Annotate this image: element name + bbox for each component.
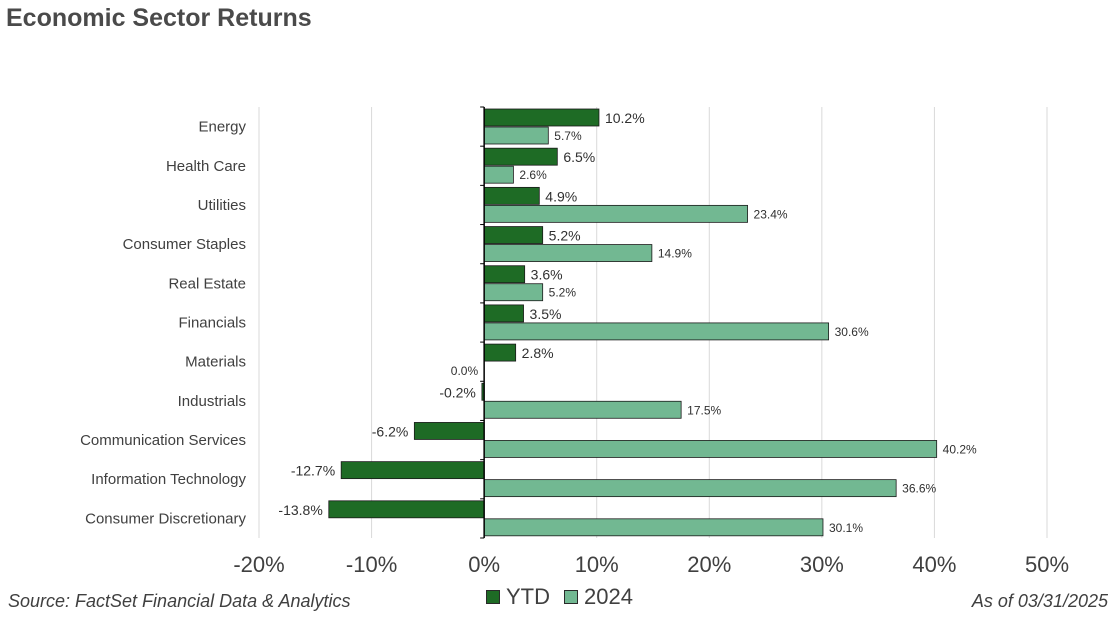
x-tick-label: 20% bbox=[687, 552, 731, 577]
bar-2024 bbox=[483, 165, 514, 184]
x-tick-label: -20% bbox=[233, 552, 284, 577]
category-label: Industrials bbox=[178, 393, 246, 410]
data-label-ytd: -6.2% bbox=[372, 423, 409, 439]
x-tick-label: 30% bbox=[800, 552, 844, 577]
legend-item-ytd: YTD bbox=[486, 584, 550, 610]
data-label-2024: 36.6% bbox=[902, 482, 936, 496]
legend-swatch-ytd bbox=[486, 590, 500, 604]
category-label: Consumer Discretionary bbox=[85, 510, 246, 527]
data-label-ytd: 2.8% bbox=[522, 345, 554, 361]
bar-ytd bbox=[483, 265, 526, 284]
data-label-2024: 2.6% bbox=[519, 168, 547, 182]
category-label: Real Estate bbox=[168, 275, 246, 292]
x-tick-label: 50% bbox=[1025, 552, 1069, 577]
category-label: Utilities bbox=[198, 197, 246, 214]
bar-2024 bbox=[483, 322, 830, 341]
x-tick-label: 10% bbox=[575, 552, 619, 577]
legend-swatch-2024 bbox=[564, 590, 578, 604]
category-label: Energy bbox=[198, 119, 246, 136]
bar-ytd bbox=[483, 304, 524, 323]
bar-2024 bbox=[483, 283, 544, 302]
category-label: Consumer Staples bbox=[123, 236, 246, 253]
data-label-ytd: -12.7% bbox=[291, 463, 335, 479]
x-tick-label: -10% bbox=[346, 552, 397, 577]
chart-title: Economic Sector Returns bbox=[6, 4, 312, 32]
data-label-2024: 0.0% bbox=[451, 364, 479, 378]
bar-ytd bbox=[483, 226, 544, 244]
category-label: Communication Services bbox=[80, 432, 246, 449]
data-label-2024: 5.2% bbox=[549, 286, 577, 300]
bar-ytd bbox=[328, 500, 485, 519]
data-label-ytd: 4.9% bbox=[545, 188, 577, 204]
bar-ytd bbox=[413, 422, 485, 440]
bar-ytd bbox=[483, 108, 600, 127]
data-label-ytd: -13.8% bbox=[278, 502, 322, 518]
bar-2024 bbox=[483, 518, 824, 537]
data-label-2024: 14.9% bbox=[658, 247, 692, 261]
bar-ytd bbox=[483, 343, 517, 362]
data-label-2024: 40.2% bbox=[943, 442, 977, 456]
bar-ytd bbox=[340, 461, 485, 480]
bar-ytd bbox=[483, 147, 558, 166]
legend-label-2024: 2024 bbox=[584, 584, 633, 609]
data-label-2024: 5.7% bbox=[554, 129, 582, 143]
category-label: Health Care bbox=[166, 158, 246, 175]
as-of-date: As of 03/31/2025 bbox=[971, 591, 1108, 611]
data-label-ytd: -0.2% bbox=[439, 384, 476, 400]
data-label-2024: 30.6% bbox=[835, 325, 869, 339]
data-label-ytd: 3.5% bbox=[530, 306, 562, 322]
category-label: Financials bbox=[178, 315, 246, 332]
data-label-ytd: 6.5% bbox=[563, 149, 595, 165]
x-tick-label: 0% bbox=[468, 552, 500, 577]
category-label: Information Technology bbox=[91, 471, 246, 488]
legend-label-ytd: YTD bbox=[506, 584, 550, 609]
bar-2024 bbox=[483, 204, 748, 223]
data-label-2024: 30.1% bbox=[829, 521, 863, 535]
data-label-ytd: 10.2% bbox=[605, 110, 645, 126]
data-label-ytd: 3.6% bbox=[531, 267, 563, 283]
bar-2024 bbox=[483, 244, 653, 262]
legend: YTD 2024 bbox=[486, 584, 647, 610]
x-tick-label: 40% bbox=[912, 552, 956, 577]
bar-2024 bbox=[483, 440, 938, 458]
bar-2024 bbox=[483, 400, 682, 419]
data-label-ytd: 5.2% bbox=[549, 228, 581, 244]
legend-item-2024: 2024 bbox=[564, 584, 633, 610]
data-label-2024: 23.4% bbox=[754, 207, 788, 221]
source-note: Source: FactSet Financial Data & Analyti… bbox=[8, 591, 351, 611]
category-label: Materials bbox=[185, 354, 246, 371]
bar-ytd bbox=[483, 186, 540, 205]
data-label-2024: 17.5% bbox=[687, 403, 721, 417]
bar-2024 bbox=[483, 479, 897, 498]
bar-2024 bbox=[483, 126, 549, 145]
